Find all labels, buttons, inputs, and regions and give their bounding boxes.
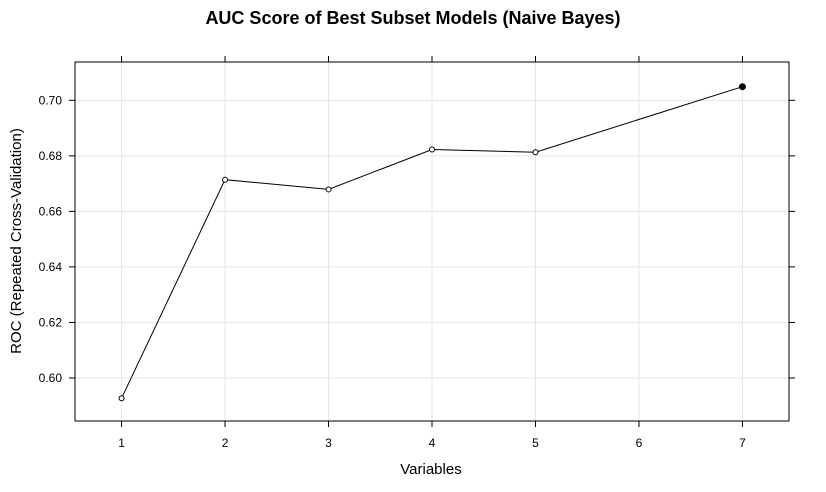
grid [75, 62, 789, 421]
data-point [429, 146, 435, 153]
chart-title: AUC Score of Best Subset Models (Naive B… [205, 8, 620, 28]
x-tick-label: 7 [739, 436, 746, 450]
x-tick-label: 4 [429, 436, 436, 450]
data-point [118, 395, 125, 402]
y-tick-label: 0.70 [39, 93, 63, 107]
y-tick-label: 0.68 [39, 149, 63, 163]
x-axis-title: Variables [400, 461, 461, 478]
series [118, 83, 746, 402]
series-line [121, 86, 743, 399]
y-tick-label: 0.66 [39, 204, 63, 218]
x-tick-label: 6 [636, 436, 643, 450]
x-tick-label: 3 [325, 436, 332, 450]
axis-ticks: 1 2 3 4 5 6 7 0.60 0.62 0.64 0.66 0.68 0.70 [39, 56, 795, 450]
best-data-point [738, 83, 746, 91]
y-axis-title: ROC (Repeated Cross-Validation) [8, 128, 25, 354]
x-tick-label: 1 [118, 436, 125, 450]
data-point [325, 186, 332, 193]
x-tick-label: 5 [532, 436, 539, 450]
x-tick-label: 2 [222, 436, 229, 450]
data-point [532, 149, 539, 156]
y-tick-label: 0.60 [39, 371, 63, 385]
data-point [222, 176, 229, 183]
y-tick-label: 0.62 [39, 315, 63, 329]
y-tick-label: 0.64 [39, 260, 63, 274]
